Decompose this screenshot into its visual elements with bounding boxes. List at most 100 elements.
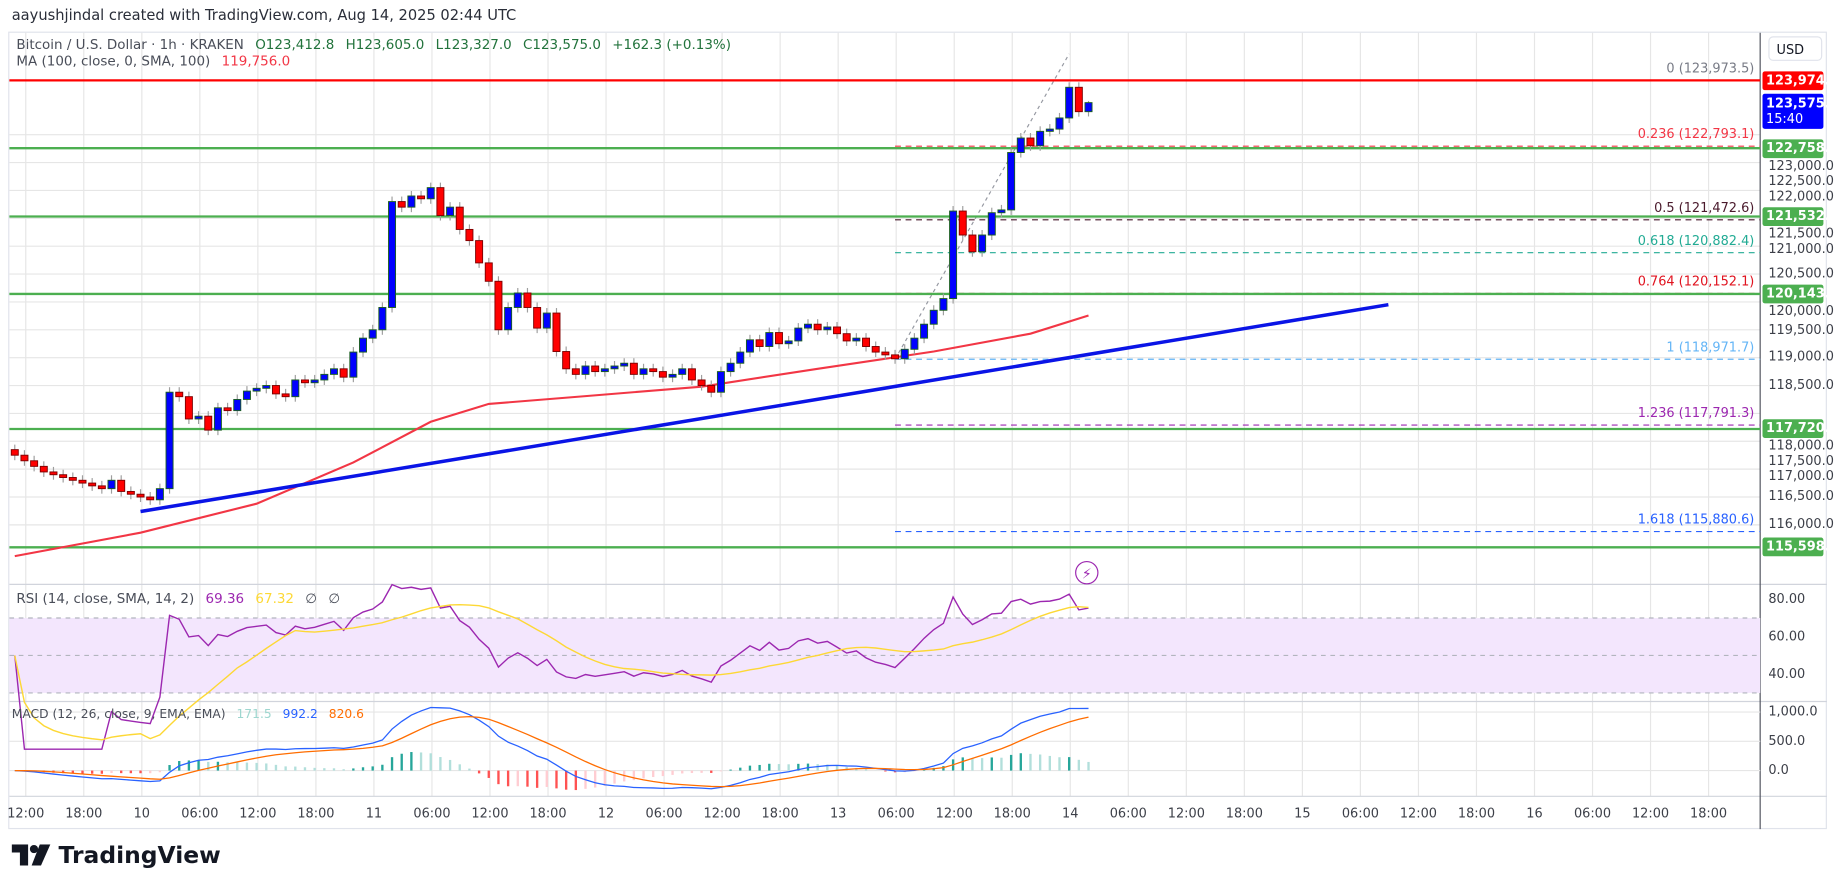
time-axis-label: 12:00	[239, 805, 277, 821]
candle-body	[78, 479, 87, 484]
macd-histogram-bar	[110, 770, 113, 774]
price-axis-label: 119,500.0	[1768, 321, 1834, 337]
candle-body	[533, 307, 542, 329]
candle-body	[794, 327, 803, 342]
candle-body	[871, 346, 880, 353]
macd-histogram-bar	[748, 765, 752, 771]
macd-line	[14, 706, 1089, 790]
macd-histogram-bar	[1000, 757, 1003, 771]
candle-body	[1036, 130, 1045, 147]
macd-histogram-bar	[652, 770, 655, 778]
fib-level-label: 0.618 (120,882.4)	[1637, 232, 1755, 249]
candle-body	[49, 471, 58, 476]
last-price-badge: 123,575.0 15:40	[1762, 93, 1835, 129]
macd-histogram-bar	[197, 760, 200, 771]
rsi-axis-label: 80.00	[1768, 591, 1806, 607]
candle	[49, 466, 58, 480]
candle-body	[726, 362, 735, 373]
candle	[958, 206, 967, 241]
fib-trend-line	[894, 53, 1070, 360]
fib-level-label: 1.618 (115,880.6)	[1637, 511, 1755, 527]
macd-histogram-bar	[700, 770, 703, 773]
candle-body	[300, 379, 309, 384]
candle-body	[920, 323, 929, 339]
macd-histogram-bar	[671, 770, 674, 775]
time-axis-label: 12:00	[1631, 805, 1670, 821]
macd-histogram-bar	[71, 770, 74, 774]
candle	[126, 486, 135, 500]
candle	[794, 323, 803, 346]
macd-histogram-bar	[710, 770, 713, 773]
macd-histogram-bar	[535, 770, 539, 788]
tradingview-logo[interactable]: TradingView	[11, 840, 221, 869]
candle	[252, 383, 261, 397]
rsi-axis-label: 60.00	[1768, 628, 1806, 644]
candle-body	[117, 479, 126, 492]
lightning-icon[interactable]: ⚡	[1075, 560, 1099, 585]
candle	[388, 196, 397, 313]
candle-body	[1065, 86, 1074, 119]
candle	[571, 363, 580, 380]
macd-axis-label: 1,000.0	[1768, 703, 1818, 720]
candle	[581, 360, 590, 380]
currency-button[interactable]: USD	[1768, 36, 1823, 61]
symbol-title[interactable]: Bitcoin / U.S. Dollar · 1h · KRAKEN	[16, 36, 244, 53]
candle-body	[978, 234, 987, 253]
candle-body	[823, 326, 832, 331]
candle-body	[639, 368, 648, 375]
candle	[765, 327, 774, 352]
macd-histogram-bar	[419, 752, 423, 771]
candle	[349, 347, 358, 383]
candle-body	[813, 323, 822, 331]
macd-histogram-bar	[100, 770, 104, 774]
candle-body	[842, 333, 851, 342]
candle	[658, 366, 667, 383]
logo-text: TradingView	[58, 840, 221, 869]
ma100-line	[14, 314, 1089, 558]
macd-histogram-bar	[1019, 753, 1022, 771]
candle-body	[436, 187, 445, 216]
candle	[455, 202, 464, 235]
candle	[310, 374, 319, 388]
low-value: L123,327.0	[435, 36, 512, 53]
rsi-line	[14, 583, 1089, 750]
macd-histogram-bar	[990, 757, 993, 771]
candle-body	[987, 212, 996, 236]
rsi-legend[interactable]: RSI (14, close, SMA, 14, 2) 69.36 67.32 …	[16, 590, 347, 606]
macd-histogram-bar	[207, 761, 210, 771]
macd-histogram-bar	[1029, 753, 1032, 771]
candle-body	[475, 240, 484, 264]
macd-histogram-bar	[797, 763, 800, 771]
rsi-label: RSI (14, close, SMA, 14, 2)	[16, 590, 195, 607]
candle	[707, 380, 716, 398]
candle-body	[175, 391, 184, 398]
macd-histogram-bar	[129, 770, 133, 774]
candle-body	[1016, 137, 1025, 153]
time-axis-label: 18:00	[1225, 805, 1263, 821]
macd-histogram-bar	[681, 770, 684, 774]
candle-body	[1074, 86, 1083, 113]
ma-legend[interactable]: MA (100, close, 0, SMA, 100) 119,756.0	[16, 53, 297, 69]
candle-body	[1026, 137, 1035, 147]
candle	[726, 358, 735, 377]
price-axis-label: 118,500.0	[1768, 377, 1834, 393]
candle-body	[678, 368, 687, 375]
rsi-axis-label: 40.00	[1768, 665, 1806, 682]
candle-body	[542, 312, 551, 329]
fib-level-label: 1.236 (117,791.3)	[1637, 405, 1755, 421]
time-axis-label: 12:00	[1399, 805, 1437, 821]
candle	[300, 374, 309, 388]
candle-body	[707, 385, 716, 393]
candle	[378, 302, 387, 335]
candle-body	[504, 307, 513, 331]
watermark: aayushjindal created with TradingView.co…	[11, 5, 517, 24]
candle	[639, 363, 648, 380]
candle-body	[388, 201, 397, 308]
macd-histogram-bar	[90, 770, 94, 774]
candle	[755, 334, 764, 352]
macd-legend[interactable]: MACD (12, 26, close, 9, EMA, EMA) 171.5 …	[12, 707, 371, 721]
macd-histogram-bar	[603, 770, 607, 786]
macd-histogram-bar	[758, 764, 761, 771]
